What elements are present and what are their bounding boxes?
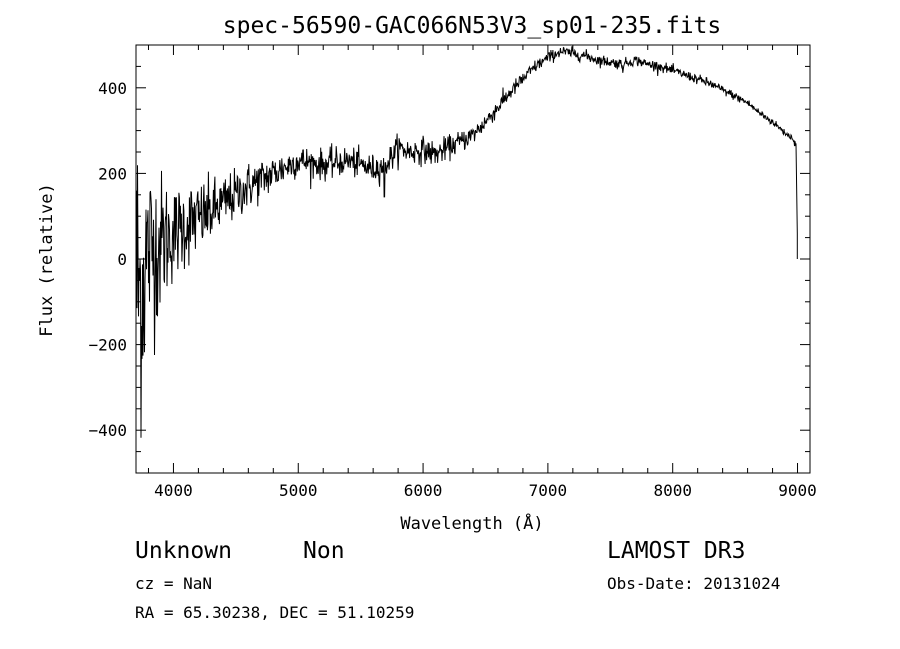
axis-ticks (136, 44, 810, 474)
y-axis-label: Flux (relative) (37, 183, 57, 337)
axis-tick-labels: 4000 5000 6000 7000 8000 9000 −400 −200 0 200 400 (88, 79, 816, 500)
y-tick-label: −400 (88, 421, 127, 440)
x-axis-label: Wavelength (Å) (400, 512, 543, 534)
x-tick-label: 7000 (529, 481, 568, 500)
survey-name: LAMOST DR3 (607, 538, 746, 564)
observation-date: Obs-Date: 20131024 (607, 574, 781, 593)
x-tick-label: 9000 (778, 481, 817, 500)
y-tick-label: 400 (98, 79, 127, 98)
chart-title: spec-56590-GAC066N53V3_sp01-235.fits (223, 13, 722, 39)
y-tick-label: 0 (117, 250, 127, 269)
x-tick-label: 4000 (154, 481, 193, 500)
plot-frame (135, 44, 811, 474)
x-tick-label: 8000 (653, 481, 692, 500)
x-tick-label: 5000 (279, 481, 318, 500)
redshift-value: cz = NaN (135, 574, 213, 593)
y-tick-label: −200 (88, 336, 127, 355)
x-tick-label: 6000 (404, 481, 443, 500)
object-subclass: Non (303, 538, 345, 564)
object-class: Unknown (135, 538, 232, 564)
sky-coordinates: RA = 65.30238, DEC = 51.10259 (135, 603, 415, 622)
y-tick-label: 200 (98, 164, 127, 183)
spectrum-line (136, 46, 798, 438)
